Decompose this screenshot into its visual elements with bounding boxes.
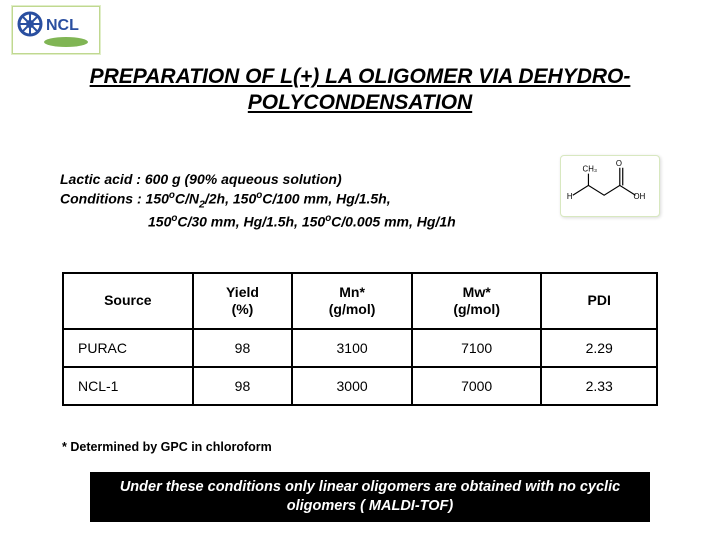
table-header-cell: PDI — [541, 273, 657, 329]
table-row: PURAC98310071002.29 — [63, 329, 657, 367]
table-cell: PURAC — [63, 329, 193, 367]
conditions-line-2: Conditions : 150oC/N2/2h, 150oC/100 mm, … — [60, 189, 540, 212]
results-table: SourceYield(%)Mn*(g/mol)Mw*(g/mol)PDI PU… — [62, 272, 658, 406]
line2-prefix: Conditions : — [60, 191, 146, 207]
table-cell: 98 — [193, 329, 293, 367]
table-header-cell: Mw*(g/mol) — [412, 273, 542, 329]
table-cell: 3100 — [292, 329, 412, 367]
table-header-cell: Yield(%) — [193, 273, 293, 329]
svg-text:O: O — [616, 158, 622, 167]
molecule-icon: H OH O CH₃ — [561, 156, 659, 217]
svg-text:H: H — [567, 192, 573, 201]
page-title: PREPARATION OF L(+) LA OLIGOMER VIA DEHY… — [0, 64, 720, 117]
table-header-row: SourceYield(%)Mn*(g/mol)Mw*(g/mol)PDI — [63, 273, 657, 329]
table-row: NCL-198300070002.33 — [63, 367, 657, 405]
conditions-line-1: Lactic acid : 600 g (90% aqueous solutio… — [60, 170, 540, 189]
line1-rest: 600 g (90% aqueous solution) — [145, 171, 342, 187]
conclusion-bar: Under these conditions only linear oligo… — [90, 472, 650, 522]
table-cell: 2.33 — [541, 367, 657, 405]
ncl-logo-icon: NCL — [16, 10, 96, 50]
svg-text:CH₃: CH₃ — [583, 164, 598, 173]
table-header-cell: Mn*(g/mol) — [292, 273, 412, 329]
table-cell: 7100 — [412, 329, 542, 367]
svg-text:NCL: NCL — [46, 17, 79, 34]
ncl-logo: NCL — [12, 6, 100, 54]
table-cell: 3000 — [292, 367, 412, 405]
table-header-cell: Source — [63, 273, 193, 329]
svg-text:OH: OH — [634, 192, 646, 201]
lactic-acid-structure: H OH O CH₃ — [560, 155, 660, 217]
gpc-footnote: * Determined by GPC in chloroform — [62, 440, 272, 454]
table-cell: NCL-1 — [63, 367, 193, 405]
conditions-line-3: 150oC/30 mm, Hg/1.5h, 150oC/0.005 mm, Hg… — [60, 212, 540, 232]
table-cell: 98 — [193, 367, 293, 405]
table-cell: 7000 — [412, 367, 542, 405]
line1-prefix: Lactic acid : — [60, 171, 145, 187]
conditions-block: Lactic acid : 600 g (90% aqueous solutio… — [60, 170, 540, 231]
table-cell: 2.29 — [541, 329, 657, 367]
